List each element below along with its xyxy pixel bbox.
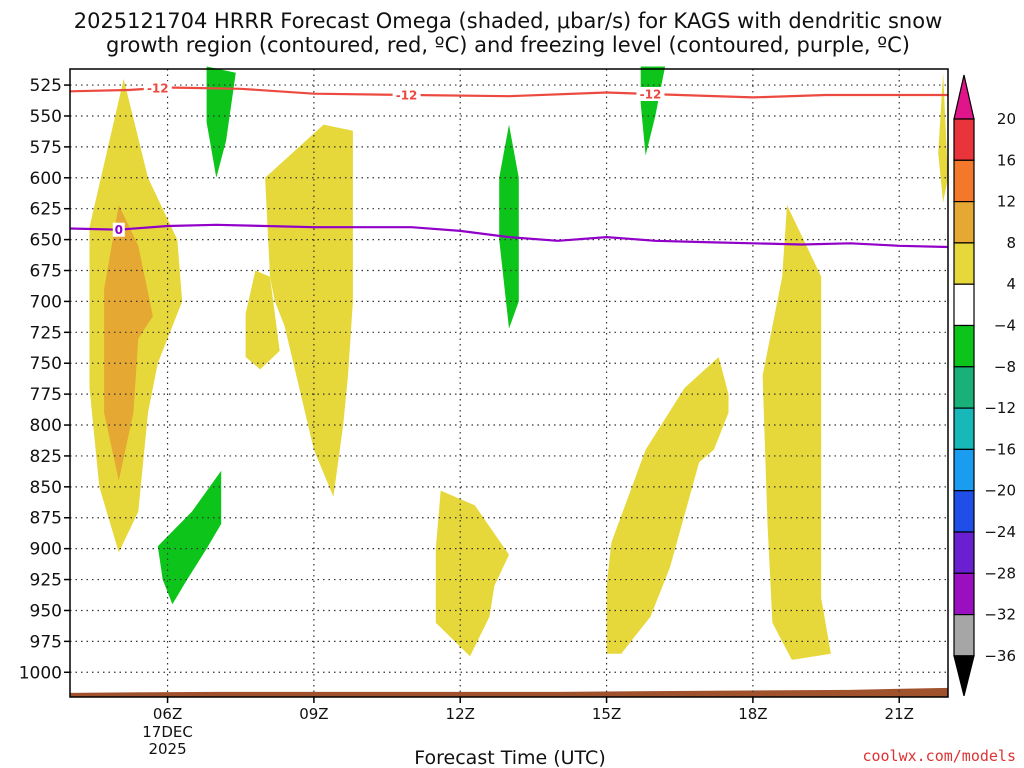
x-date-label-1: 17DEC	[142, 723, 193, 741]
terrain-surface	[70, 687, 948, 697]
y-tick-label-1000: 1000	[19, 663, 62, 683]
colorbar-segment-6	[953, 324, 975, 368]
contour-label-4: 0	[115, 223, 123, 237]
contour-label-bg-4	[112, 222, 125, 237]
contour-label-1: -12	[147, 82, 169, 96]
omega-region-3	[245, 124, 353, 497]
omega-region-7	[938, 72, 948, 203]
y-tick-label-525: 525	[30, 76, 62, 96]
y-tick-label-575: 575	[30, 138, 62, 158]
chart-title-line2: growth region (contoured, red, ºC) and f…	[106, 33, 910, 57]
y-tick-label-700: 700	[30, 292, 62, 312]
colorbar-segment-13	[953, 613, 975, 657]
colorbar-label-1: 20	[997, 110, 1016, 128]
colorbar-top-cap	[953, 74, 975, 120]
y-tick-label-775: 775	[30, 385, 62, 405]
y-tick-label-725: 725	[30, 323, 62, 343]
y-tick-label-975: 975	[30, 632, 62, 652]
omega-region-2	[104, 205, 153, 481]
y-tick-label-650: 650	[30, 231, 62, 251]
x-date-label-2: 2025	[148, 740, 186, 758]
colorbar-segment-11	[953, 531, 975, 574]
colorbar-label-8: −12	[984, 399, 1016, 417]
x-tick-label-06Z: 06Z	[153, 705, 182, 723]
colorbar-label-3: 12	[997, 193, 1016, 211]
omega-region-4	[435, 490, 509, 657]
x-tick-label-09Z: 09Z	[299, 705, 328, 723]
chart-title-line1: 2025121704 HRRR Forecast Omega (shaded, …	[74, 9, 943, 33]
x-axis-label: Forecast Time (UTC)	[414, 747, 605, 768]
colorbar-label-6: −4	[994, 317, 1016, 335]
y-tick-label-850: 850	[30, 478, 62, 498]
x-tick-label-15Z: 15Z	[592, 705, 621, 723]
y-tick-label-900: 900	[30, 540, 62, 560]
colorbar-segment-10	[953, 490, 975, 533]
colorbar-bottom-cap	[953, 655, 975, 697]
y-tick-label-950: 950	[30, 601, 62, 621]
y-tick-label-825: 825	[30, 447, 62, 467]
x-tick-label-21Z: 21Z	[885, 705, 914, 723]
y-tick-label-675: 675	[30, 262, 62, 282]
colorbar-segment-9	[953, 448, 975, 492]
colorbar-label-5: 4	[1006, 275, 1016, 293]
y-tick-label-750: 750	[30, 354, 62, 374]
colorbar-segment-4	[953, 242, 975, 285]
contour-label-bg-1	[143, 81, 172, 96]
colorbar-label-2: 16	[997, 151, 1016, 169]
y-tick-label-600: 600	[30, 169, 62, 189]
omega-region-8	[157, 470, 222, 605]
contour-label-3: -12	[640, 87, 662, 101]
colorbar-segment-8	[953, 407, 975, 451]
colorbar-segment-5	[953, 283, 975, 327]
contour-label-bg-2	[392, 87, 421, 102]
y-tick-label-550: 550	[30, 107, 62, 127]
y-tick-label-875: 875	[30, 509, 62, 529]
y-tick-label-925: 925	[30, 571, 62, 591]
colorbar-label-9: −16	[984, 440, 1016, 458]
colorbar-segment-3	[953, 201, 975, 244]
y-tick-label-625: 625	[30, 200, 62, 220]
colorbar-label-13: −32	[984, 606, 1016, 624]
contour-label-bg-3	[636, 86, 665, 101]
freezing-level-contour	[69, 223, 949, 249]
colorbar-label-4: 8	[1006, 234, 1016, 252]
colorbar-segment-12	[953, 572, 975, 616]
x-tick-label-18Z: 18Z	[738, 705, 767, 723]
colorbar-segment-1	[953, 118, 975, 161]
x-tick-label-12Z: 12Z	[446, 705, 475, 723]
omega-region-6	[762, 205, 831, 660]
omega-region-10	[499, 124, 519, 329]
colorbar-label-14: −36	[984, 647, 1016, 665]
colorbar-segment-7	[953, 366, 975, 409]
plot-frame	[69, 68, 949, 698]
credit-text: coolwx.com/models	[862, 747, 1016, 765]
contour-label-2: -12	[396, 88, 418, 102]
y-tick-label-800: 800	[30, 416, 62, 436]
colorbar-label-12: −28	[984, 564, 1016, 582]
omega-region-9	[206, 66, 236, 178]
colorbar-label-10: −20	[984, 482, 1016, 500]
colorbar-label-7: −8	[994, 358, 1016, 376]
colorbar-label-11: −24	[984, 523, 1016, 541]
colorbar-segment-2	[953, 159, 975, 203]
